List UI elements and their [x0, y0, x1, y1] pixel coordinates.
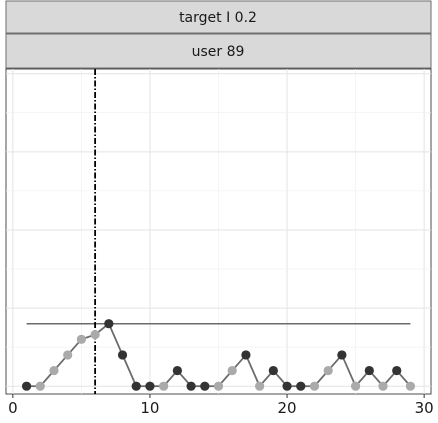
x-tick-label: 10 [140, 399, 159, 417]
series-segment [121, 354, 138, 387]
x-axis: 0 10 20 30 [8, 394, 434, 417]
data-point [76, 334, 87, 344]
data-point [282, 381, 292, 391]
data-point [21, 381, 32, 391]
points-layer [21, 319, 416, 391]
data-point [200, 381, 210, 391]
grid-layer [6, 69, 431, 394]
data-point [117, 350, 128, 360]
facet-strip-bottom [5, 33, 432, 69]
data-point [255, 381, 265, 391]
data-point [337, 350, 347, 360]
data-point [90, 330, 100, 340]
data-point [159, 381, 169, 391]
data-point [35, 381, 45, 391]
data-point [186, 381, 196, 391]
data-point [104, 319, 114, 329]
series-segment [107, 323, 124, 356]
data-point [131, 381, 141, 391]
x-tick-label: 20 [278, 399, 297, 417]
data-point [241, 350, 251, 360]
data-point [145, 381, 155, 391]
data-point [364, 365, 374, 376]
data-point [63, 350, 73, 360]
data-point [309, 381, 320, 391]
data-point [172, 365, 182, 376]
x-tick-label: 0 [8, 399, 18, 417]
data-point [405, 381, 416, 391]
data-point [350, 381, 361, 391]
facet-strip-top [5, 0, 432, 34]
facet-label-bottom: user 89 [192, 44, 245, 60]
series-segment [245, 354, 261, 387]
data-point [227, 365, 237, 376]
data-point [49, 365, 59, 376]
data-point [213, 381, 224, 391]
data-point [378, 381, 388, 391]
data-point [268, 365, 278, 376]
series-segment [341, 354, 357, 387]
data-point [323, 365, 333, 376]
data-point [392, 365, 402, 376]
facet-label-top: target I 0.2 [179, 10, 257, 26]
data-point [296, 381, 306, 391]
x-tick-label: 30 [415, 399, 434, 417]
